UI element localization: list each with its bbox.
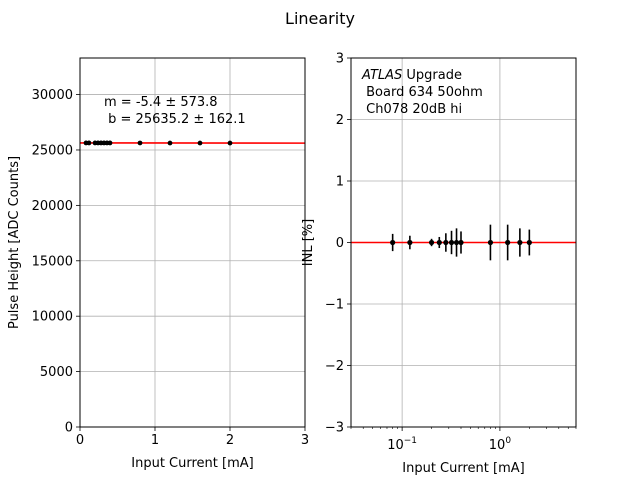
data-point xyxy=(390,239,396,246)
data-point xyxy=(458,239,464,246)
data-point xyxy=(107,140,113,146)
x-tick-label: 2 xyxy=(226,433,234,448)
inl-x-ticks: 10−1 100 xyxy=(350,427,577,453)
pulse-height-panel: 0 1 2 3 0 5000 10000 15000 20000 25000 30000 m = … xyxy=(7,57,309,471)
pulse-height-x-ticks: 0 1 2 3 xyxy=(76,427,309,448)
y-tick-label: 1 xyxy=(336,175,344,190)
x-tick-label: 3 xyxy=(301,433,309,448)
inl-points xyxy=(390,224,532,261)
data-point xyxy=(453,239,460,246)
y-tick-label: 5000 xyxy=(40,365,73,380)
data-point xyxy=(227,140,233,146)
pulse-height-y-label: Pulse Height [ADC Counts] xyxy=(7,156,22,329)
y-tick-label: 3 xyxy=(336,52,344,67)
channel-annotation: Ch078 20dB hi xyxy=(362,102,462,117)
data-point xyxy=(448,239,455,246)
upgrade-text: Upgrade xyxy=(402,68,462,83)
data-point xyxy=(167,140,173,146)
data-point xyxy=(443,239,449,246)
data-point xyxy=(428,239,435,246)
x-tick-label: 100 xyxy=(489,436,512,453)
y-tick-label: 2 xyxy=(336,113,344,128)
atlas-italic-text: ATLAS xyxy=(361,68,402,83)
figure-title: Linearity xyxy=(285,9,355,28)
inl-y-ticks: −3 −2 −1 0 1 2 3 xyxy=(325,52,351,436)
data-point xyxy=(137,140,143,146)
y-tick-label: 20000 xyxy=(32,199,73,214)
data-point xyxy=(86,140,92,146)
y-tick-label: 10000 xyxy=(32,310,73,325)
y-tick-label: −3 xyxy=(325,421,344,436)
pulse-height-points xyxy=(83,140,233,146)
fit-intercept-annotation: b = 25635.2 ± 162.1 xyxy=(104,112,246,127)
y-tick-label: 0 xyxy=(65,421,73,436)
inl-y-label: INL [%] xyxy=(301,219,316,266)
atlas-upgrade-annotation: ATLAS Upgrade xyxy=(361,68,462,83)
inl-panel: 10−1 100 −3 −2 −1 0 1 2 3 ATLAS Upgrade Board 6… xyxy=(301,52,577,476)
y-tick-label: 0 xyxy=(336,236,344,251)
fit-slope-annotation: m = -5.4 ± 573.8 xyxy=(104,95,218,110)
data-point xyxy=(517,239,523,246)
y-tick-label: 30000 xyxy=(32,88,73,103)
inl-x-label: Input Current [mA] xyxy=(402,461,524,476)
y-tick-label: 25000 xyxy=(32,143,73,158)
y-tick-label: −2 xyxy=(325,359,344,374)
pulse-height-y-ticks: 0 5000 10000 15000 20000 25000 30000 xyxy=(32,88,80,436)
x-tick-label: 0 xyxy=(76,433,84,448)
data-point xyxy=(436,239,442,246)
data-point xyxy=(407,239,413,246)
x-tick-label: 1 xyxy=(151,433,159,448)
data-point xyxy=(487,239,494,246)
x-tick-label: 10−1 xyxy=(387,436,417,453)
data-point xyxy=(197,140,203,146)
data-point xyxy=(526,239,532,246)
y-tick-label: 15000 xyxy=(32,254,73,269)
pulse-height-axes-frame xyxy=(79,57,306,428)
pulse-height-x-label: Input Current [mA] xyxy=(131,456,253,471)
board-annotation: Board 634 50ohm xyxy=(362,85,483,100)
y-tick-label: −1 xyxy=(325,298,344,313)
data-point xyxy=(505,239,511,246)
